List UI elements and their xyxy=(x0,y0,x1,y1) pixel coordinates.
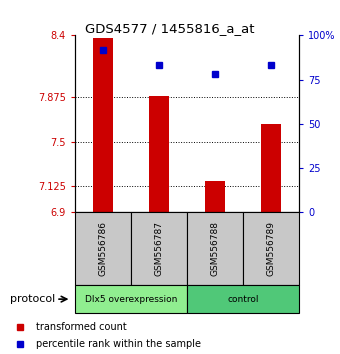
Bar xyxy=(75,285,187,313)
Bar xyxy=(75,212,131,285)
Bar xyxy=(261,124,281,212)
Bar xyxy=(93,38,113,212)
Text: GSM556788: GSM556788 xyxy=(210,221,220,276)
Bar xyxy=(131,212,187,285)
Text: Dlx5 overexpression: Dlx5 overexpression xyxy=(85,295,177,304)
Text: control: control xyxy=(227,295,259,304)
Text: percentile rank within the sample: percentile rank within the sample xyxy=(36,339,201,349)
Bar xyxy=(243,212,299,285)
Text: protocol: protocol xyxy=(10,294,55,304)
Bar xyxy=(187,285,299,313)
Bar xyxy=(205,181,225,212)
Text: GDS4577 / 1455816_a_at: GDS4577 / 1455816_a_at xyxy=(85,22,255,35)
Text: GSM556786: GSM556786 xyxy=(98,221,107,276)
Text: GSM556787: GSM556787 xyxy=(154,221,164,276)
Bar xyxy=(187,212,243,285)
Bar xyxy=(149,96,169,212)
Text: GSM556789: GSM556789 xyxy=(267,221,276,276)
Text: transformed count: transformed count xyxy=(36,322,126,332)
